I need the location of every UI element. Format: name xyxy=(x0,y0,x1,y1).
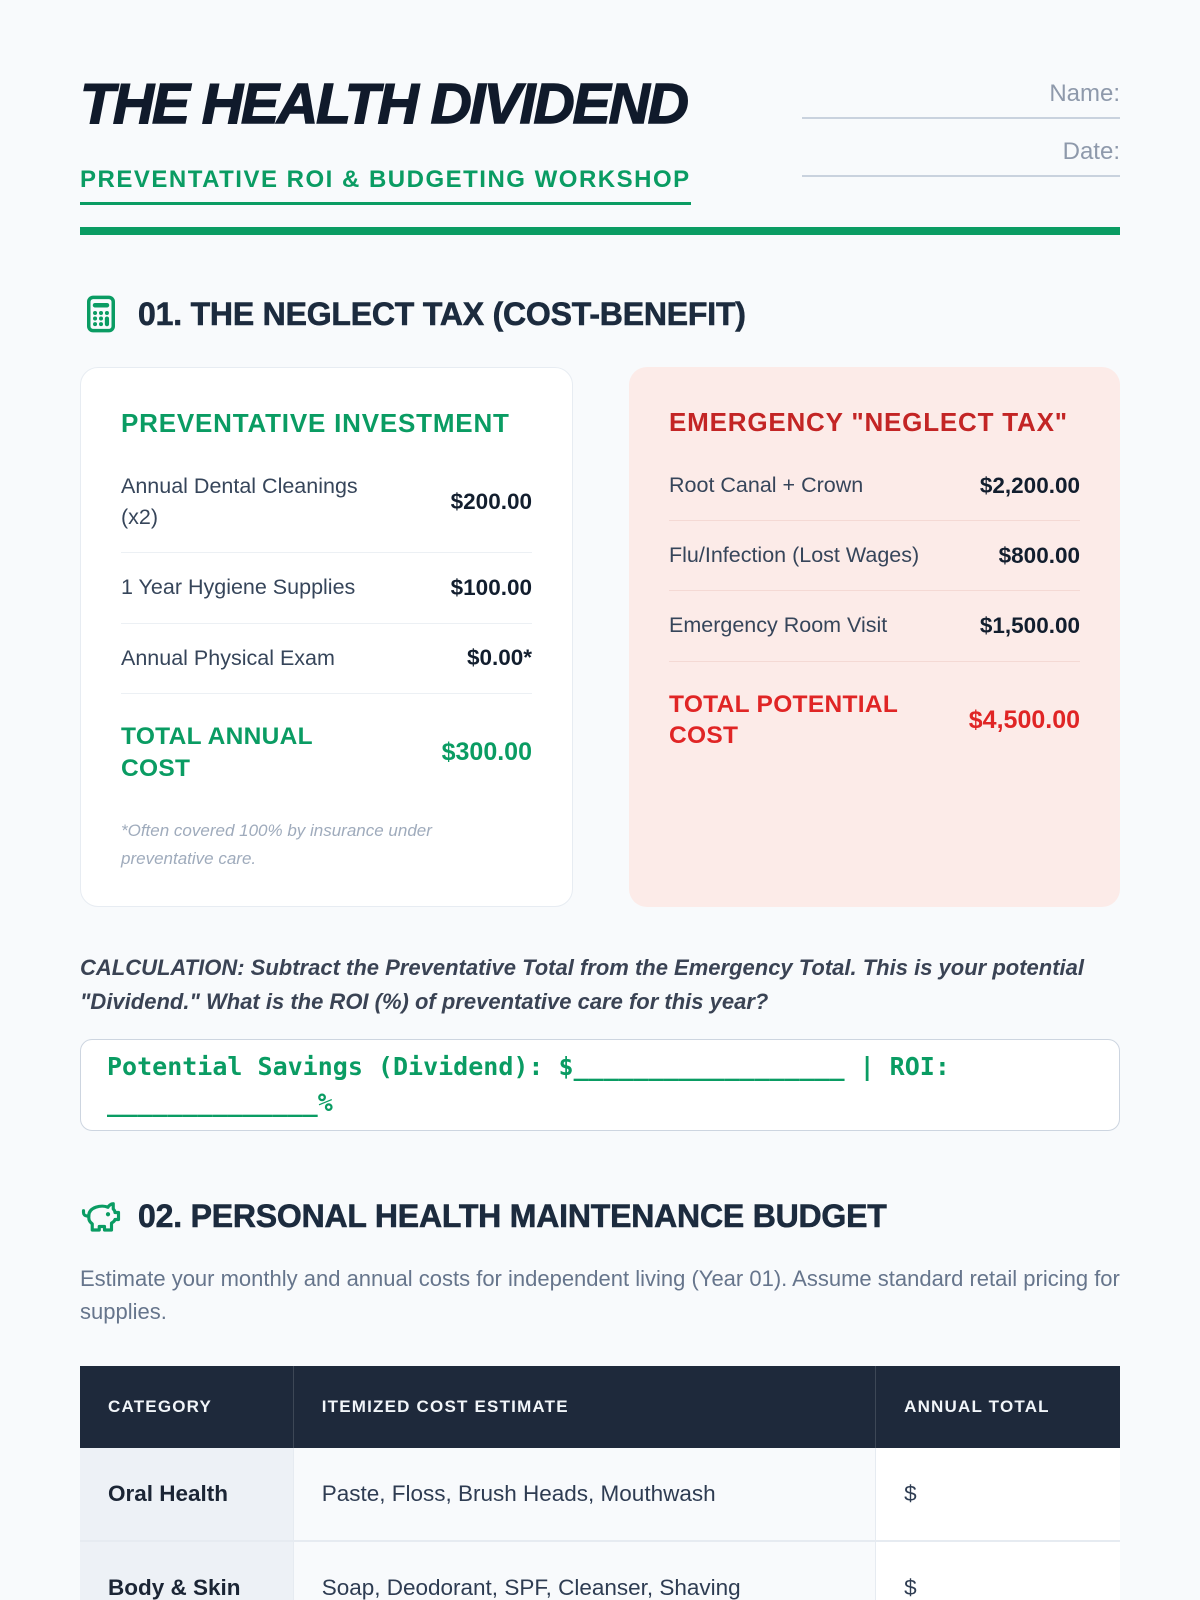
total-row: TOTAL ANNUAL COST $300.00 xyxy=(121,694,532,785)
name-label: Name: xyxy=(1049,80,1120,107)
divider-rule xyxy=(80,227,1120,235)
cost-row-value: $100.00 xyxy=(450,574,532,600)
total-value: $300.00 xyxy=(441,738,532,767)
calculator-icon xyxy=(80,293,122,335)
answer-box[interactable]: Potential Savings (Dividend): $_________… xyxy=(80,1038,1120,1132)
section1-heading: 01. THE NEGLECT TAX (COST-BENEFIT) xyxy=(80,293,1120,335)
date-label: Date: xyxy=(1062,138,1120,165)
cost-row-label: Annual Physical Exam xyxy=(121,645,335,670)
cost-row-value: $2,200.00 xyxy=(979,472,1080,498)
header-fields: Name: Date: xyxy=(802,76,1120,196)
annual-total-cell[interactable]: $ xyxy=(875,1540,1120,1600)
budget-table-header-row: CATEGORY ITEMIZED COST ESTIMATE ANNUAL T… xyxy=(80,1366,1120,1449)
insurance-footnote: *Often covered 100% by insurance under p… xyxy=(121,821,432,868)
date-field[interactable]: Date: xyxy=(802,138,1120,177)
section2-heading: 02. PERSONAL HEALTH MAINTENANCE BUDGET xyxy=(80,1195,1120,1237)
section2-title: 02. PERSONAL HEALTH MAINTENANCE BUDGET xyxy=(138,1197,887,1235)
total-row: TOTAL POTENTIAL COST $4,500.00 xyxy=(669,662,1080,753)
total-label: TOTAL POTENTIAL COST xyxy=(669,690,898,750)
cost-row-label: Root Canal + Crown xyxy=(669,473,864,497)
name-field[interactable]: Name: xyxy=(802,80,1120,119)
section2-description: Estimate your monthly and annual costs f… xyxy=(80,1266,1120,1325)
items-cell: Soap, Deodorant, SPF, Cleanser, Shaving xyxy=(293,1540,877,1600)
calculation-instructions: CALCULATION: Subtract the Preventative T… xyxy=(80,954,1084,1014)
column-header-itemized: ITEMIZED COST ESTIMATE xyxy=(293,1366,877,1449)
cost-row: Root Canal + Crown $2,200.00 xyxy=(669,451,1080,522)
table-row: Oral Health Paste, Floss, Brush Heads, M… xyxy=(80,1448,1120,1542)
emergency-neglect-tax-card: EMERGENCY "NEGLECT TAX" Root Canal + Cro… xyxy=(629,367,1120,907)
card-heading-preventative: PREVENTATIVE INVESTMENT xyxy=(121,408,510,438)
page-subtitle: PREVENTATIVE ROI & BUDGETING WORKSHOP xyxy=(80,166,691,205)
cost-row-value: $1,500.00 xyxy=(979,612,1080,638)
header: THE HEALTH DIVIDEND PREVENTATIVE ROI & B… xyxy=(79,72,1120,205)
card-heading-emergency: EMERGENCY "NEGLECT TAX" xyxy=(669,407,1068,437)
cost-row-value: $800.00 xyxy=(998,542,1080,568)
category-cell: Oral Health xyxy=(80,1448,294,1542)
header-title-block: THE HEALTH DIVIDEND PREVENTATIVE ROI & B… xyxy=(79,72,691,205)
annual-total-cell[interactable]: $ xyxy=(875,1448,1120,1542)
cost-row-value: $0.00* xyxy=(466,645,532,671)
cost-row: Annual Physical Exam $0.00* xyxy=(121,624,532,694)
cost-row: Emergency Room Visit $1,500.00 xyxy=(669,591,1080,662)
total-value: $4,500.00 xyxy=(968,705,1080,734)
column-header-category: CATEGORY xyxy=(80,1366,294,1449)
table-row: Body & Skin Soap, Deodorant, SPF, Cleans… xyxy=(80,1540,1120,1600)
cost-row-value: $200.00 xyxy=(450,489,532,515)
section1-title: 01. THE NEGLECT TAX (COST-BENEFIT) xyxy=(138,295,747,332)
preventative-investment-card: PREVENTATIVE INVESTMENT Annual Dental Cl… xyxy=(80,367,573,907)
piggy-bank-icon xyxy=(80,1195,122,1237)
cost-row-label: Annual Dental Cleanings (x2) xyxy=(121,474,358,530)
column-header-annual-total: ANNUAL TOTAL xyxy=(875,1366,1120,1449)
category-cell: Body & Skin xyxy=(80,1540,294,1600)
answer-line: Potential Savings (Dividend): $_________… xyxy=(107,1051,950,1118)
items-cell: Paste, Floss, Brush Heads, Mouthwash xyxy=(293,1448,877,1542)
page-title: THE HEALTH DIVIDEND xyxy=(79,72,689,136)
budget-table: CATEGORY ITEMIZED COST ESTIMATE ANNUAL T… xyxy=(80,1366,1120,1600)
cost-row-label: 1 Year Hygiene Supplies xyxy=(121,575,356,600)
cost-row: Flu/Infection (Lost Wages) $800.00 xyxy=(669,521,1080,592)
cost-row: Annual Dental Cleanings (x2) $200.00 xyxy=(121,452,532,554)
cost-benefit-cards: PREVENTATIVE INVESTMENT Annual Dental Cl… xyxy=(80,367,1120,907)
cost-row-label: Emergency Room Visit xyxy=(669,613,888,638)
cost-row: 1 Year Hygiene Supplies $100.00 xyxy=(121,553,532,624)
total-label: TOTAL ANNUAL COST xyxy=(121,722,313,782)
cost-row-label: Flu/Infection (Lost Wages) xyxy=(669,543,920,568)
